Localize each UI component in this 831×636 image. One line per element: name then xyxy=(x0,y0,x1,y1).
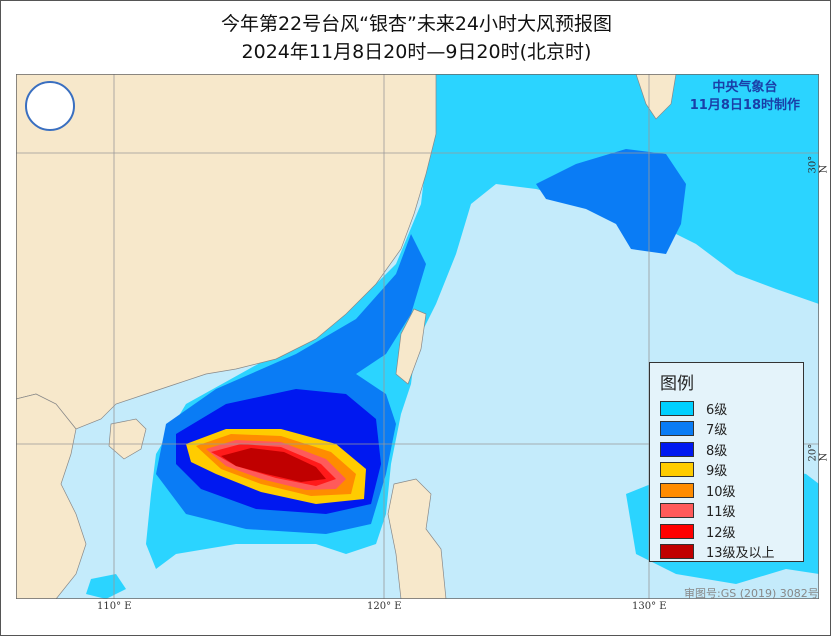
map-title: 今年第22号台风“银杏”未来24小时大风预报图 xyxy=(220,13,613,35)
legend-swatch xyxy=(660,462,694,478)
hainan-island xyxy=(108,418,147,460)
lat-label-20: 20° N xyxy=(807,443,830,462)
legend-swatch xyxy=(660,544,694,560)
legend-label: 7级 xyxy=(706,423,728,439)
legend-label: 9级 xyxy=(706,464,728,480)
legend-swatch xyxy=(660,523,694,539)
legend-label: 13级及以上 xyxy=(706,546,775,562)
legend-swatch xyxy=(660,400,694,416)
legend-swatch xyxy=(660,421,694,437)
taiwan-island xyxy=(395,308,427,385)
lat-label-30: 30° N xyxy=(807,155,830,174)
legend-swatch xyxy=(660,482,694,498)
legend-title: 图例 xyxy=(660,374,694,394)
legend-item: 8级 xyxy=(660,439,793,460)
legend-item: 10级 xyxy=(660,480,793,501)
legend-item: 6级 xyxy=(660,398,793,419)
lon-label-130: 130° E xyxy=(632,601,667,612)
luzon-island xyxy=(387,478,447,599)
cma-logo xyxy=(25,81,75,131)
wind-zone-13-plus xyxy=(221,448,326,482)
legend-item: 7级 xyxy=(660,419,793,440)
korea-japan xyxy=(635,74,677,120)
legend-swatch xyxy=(660,441,694,457)
legend-label: 8级 xyxy=(706,443,728,459)
legend-swatch xyxy=(660,503,694,519)
indochina xyxy=(16,393,87,599)
issue-time: 11月8日18时制作 xyxy=(689,98,800,113)
legend-label: 11级 xyxy=(706,505,736,521)
map-approval-number: 审图号:GS (2019) 3082号 xyxy=(684,587,819,600)
legend-label: 6级 xyxy=(706,402,728,418)
legend-label: 10级 xyxy=(706,484,736,500)
map-subtitle: 2024年11月8日20时—9日20时(北京时) xyxy=(241,41,592,63)
lon-label-120: 120° E xyxy=(367,601,402,612)
agency-block: 中央气象台 11月8日18时制作 xyxy=(690,79,800,115)
legend-item: 12级 xyxy=(660,521,793,542)
legend: 图例 6级 7级 8级 9级 10级 11级 12级 13级及以上 xyxy=(649,362,804,562)
legend-item: 11级 xyxy=(660,501,793,522)
lon-label-110: 110° E xyxy=(97,601,132,612)
legend-label: 12级 xyxy=(706,525,736,541)
wind-zone-7-ne xyxy=(536,149,686,254)
agency-name: 中央气象台 xyxy=(712,80,778,95)
legend-item: 9级 xyxy=(660,460,793,481)
wind-zone-6-south xyxy=(86,574,126,599)
legend-item: 13级及以上 xyxy=(660,542,793,563)
